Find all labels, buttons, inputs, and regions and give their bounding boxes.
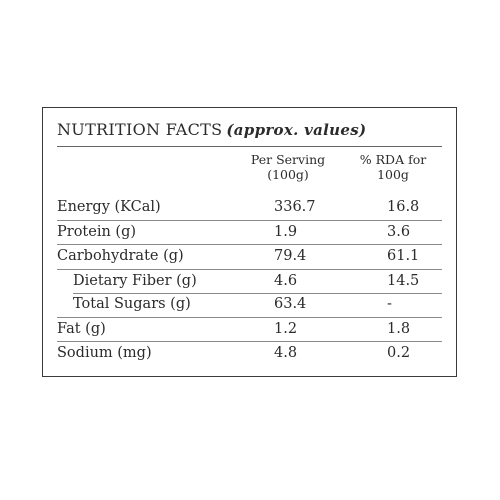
nutrient-row-energy: Energy (KCal) 336.7 16.8	[57, 196, 442, 221]
rda-value: 3.6	[387, 223, 411, 240]
nutrient-label: Sodium (mg)	[57, 345, 152, 361]
column-header-per-serving-line1: Per Serving	[250, 152, 326, 167]
column-header-rda: % RDA for 100g	[343, 152, 443, 182]
rda-value: 61.1	[387, 248, 420, 264]
rda-value: -	[387, 296, 392, 312]
rda-value: 16.8	[387, 199, 420, 215]
sub-row-divider	[73, 293, 442, 294]
nutrient-row-dietary-fiber: Dietary Fiber (g) 4.6 14.5	[57, 270, 442, 294]
per-serving-value: 4.8	[274, 345, 298, 361]
per-serving-value: 336.7	[274, 199, 316, 215]
nutrient-row-fat: Fat (g) 1.2 1.8	[57, 318, 442, 342]
nutrient-row-sodium: Sodium (mg) 4.8 0.2	[57, 342, 442, 366]
column-header-rda-line2: 100g	[377, 167, 409, 182]
nutrient-label: Carbohydrate (g)	[57, 248, 184, 264]
per-serving-value: 4.6	[274, 272, 298, 289]
nutrient-row-protein: Protein (g) 1.9 3.6	[57, 221, 442, 245]
column-header-rda-line1: % RDA for	[359, 152, 427, 167]
panel-title: NUTRITION FACTS (approx. values)	[57, 120, 366, 139]
rda-value: 1.8	[387, 320, 411, 337]
title-note: (approx. values)	[226, 121, 367, 139]
nutrient-label: Protein (g)	[57, 223, 137, 240]
column-header-per-serving: Per Serving (100g)	[238, 152, 338, 182]
nutrient-label: Total Sugars (g)	[73, 296, 191, 312]
nutrition-facts-panel: NUTRITION FACTS (approx. values) Per Serv…	[42, 107, 457, 377]
nutrient-row-total-sugars: Total Sugars (g) 63.4 -	[57, 293, 442, 318]
per-serving-value: 1.2	[274, 320, 298, 337]
nutrient-label: Fat (g)	[57, 320, 106, 337]
per-serving-value: 79.4	[274, 248, 307, 264]
rda-value: 14.5	[387, 272, 420, 289]
title-divider	[57, 146, 442, 147]
nutrient-label: Energy (KCal)	[57, 199, 161, 215]
nutrient-label: Dietary Fiber (g)	[73, 272, 197, 289]
title-text: NUTRITION FACTS	[57, 120, 223, 139]
per-serving-value: 63.4	[274, 296, 307, 312]
nutrient-table: Energy (KCal) 336.7 16.8 Protein (g) 1.9…	[57, 196, 442, 366]
nutrient-row-carbohydrate: Carbohydrate (g) 79.4 61.1	[57, 245, 442, 270]
rda-value: 0.2	[387, 345, 411, 361]
column-header-per-serving-line2: (100g)	[267, 167, 309, 182]
per-serving-value: 1.9	[274, 223, 298, 240]
